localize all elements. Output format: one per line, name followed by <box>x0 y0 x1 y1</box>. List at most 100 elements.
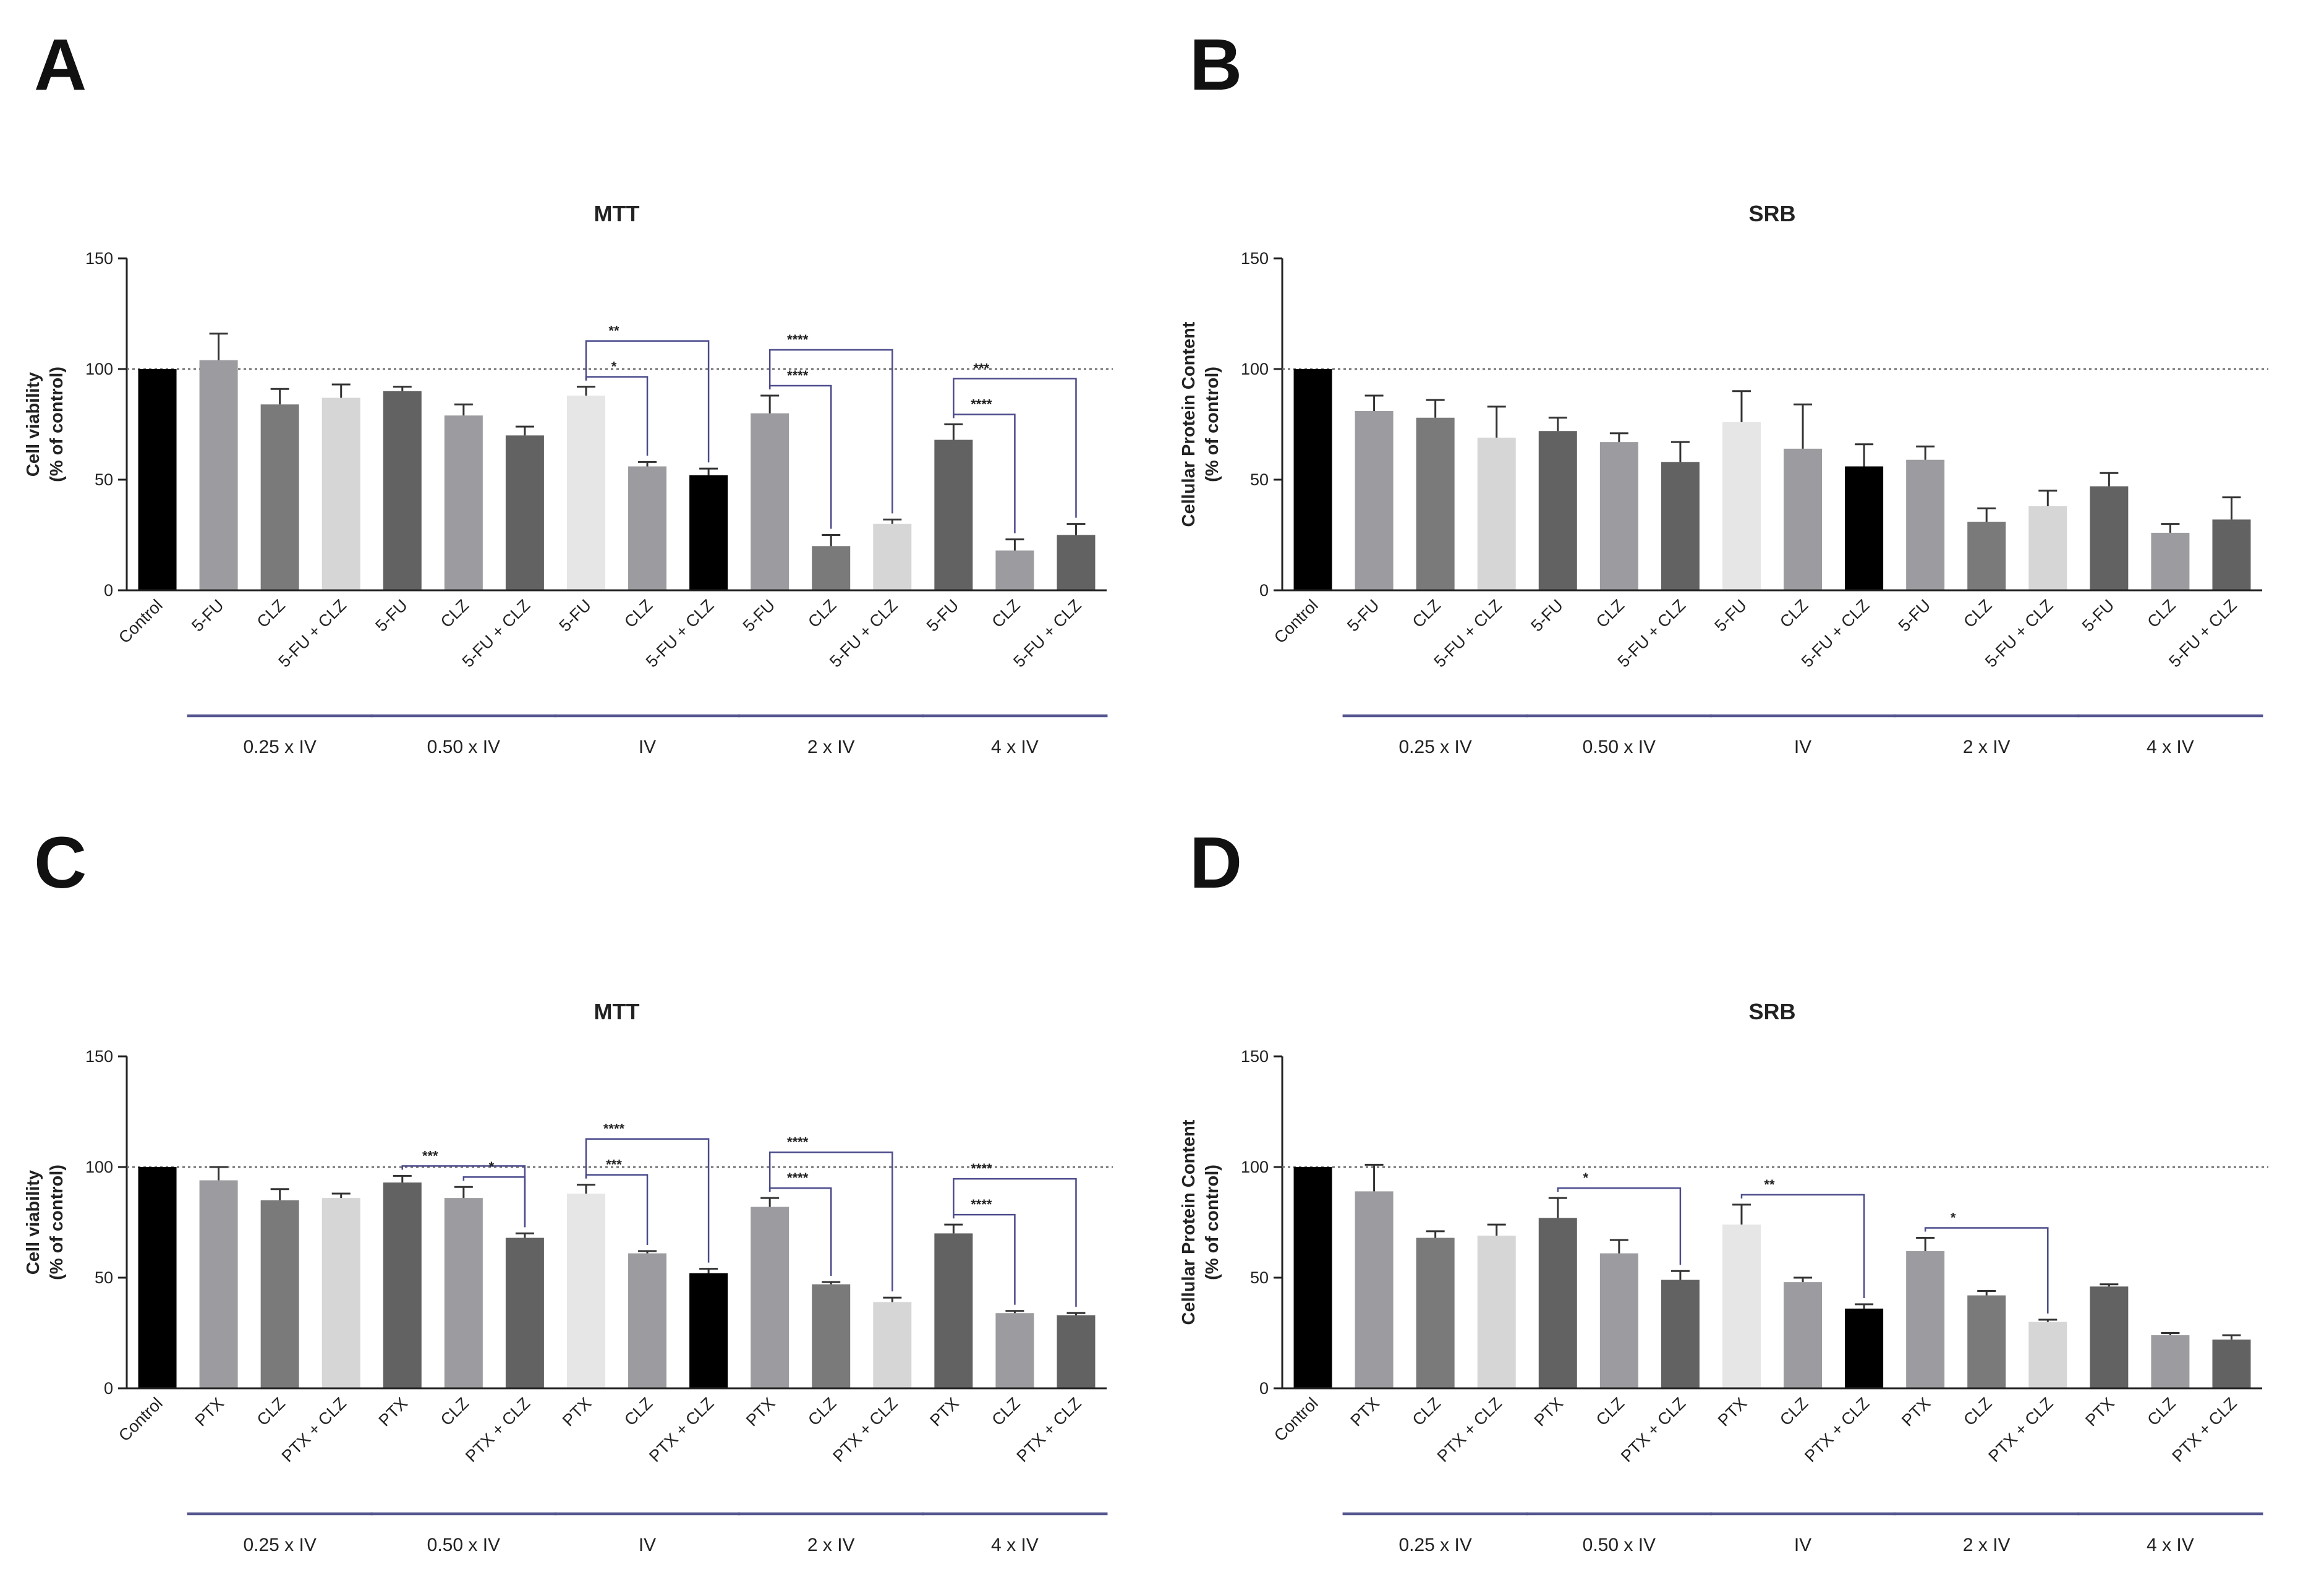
bar <box>751 413 789 590</box>
bar <box>1722 1225 1761 1388</box>
bar <box>1967 522 2006 590</box>
bar <box>444 415 483 590</box>
significance-label: * <box>611 359 617 375</box>
group-label: 2 x IV <box>1963 737 2011 757</box>
bar <box>873 524 912 590</box>
bar <box>1057 1315 1096 1388</box>
y-tick-label: 50 <box>1250 1268 1269 1287</box>
y-tick-label: 0 <box>1259 1379 1269 1398</box>
bar <box>321 397 360 590</box>
x-tick-label: PTX + CLZ <box>278 1394 350 1466</box>
y-axis-label: Cell viability <box>23 1170 43 1275</box>
x-tick-label: 5-FU <box>1711 596 1751 635</box>
panel-c: C MTT Cell viability (% of control) 0 50 100 15… <box>0 798 1156 1596</box>
significance-bracket <box>585 1138 710 1263</box>
significance-label: ** <box>1764 1177 1775 1192</box>
significance-label: **** <box>971 1161 992 1176</box>
y-tick-label: 0 <box>104 1379 113 1398</box>
significance-label: ** <box>608 323 619 339</box>
x-tick-label: CLZ <box>1593 1394 1628 1429</box>
significance-label: **** <box>971 397 992 412</box>
y-axis-label: Cellular Protein Content <box>1179 1119 1199 1325</box>
significance-bracket <box>585 340 710 463</box>
significance-bracket <box>953 378 1077 518</box>
bar <box>260 404 299 590</box>
significance-label: * <box>489 1159 495 1174</box>
x-tick-label: PTX <box>375 1394 411 1430</box>
x-tick-label: PTX + CLZ <box>829 1394 901 1466</box>
bar <box>1599 1253 1638 1388</box>
chart-svg: A MTT Cell viability (% of control) 0 50 100 15… <box>23 24 1113 757</box>
bar <box>1293 369 1332 590</box>
bar <box>1293 1167 1332 1388</box>
x-tick-label: PTX <box>926 1394 962 1430</box>
panel-d: D SRB Cellular Protein Content (% of contro… <box>1156 798 2311 1596</box>
bar <box>566 1193 605 1388</box>
bar <box>1784 1282 1823 1388</box>
x-tick-label: PTX + CLZ <box>462 1394 534 1466</box>
bar <box>934 439 973 590</box>
x-tick-label: CLZ <box>2143 1394 2179 1429</box>
group-label: 2 x IV <box>807 737 855 757</box>
significance-bracket <box>1557 1187 1682 1265</box>
bar <box>689 1273 728 1388</box>
significance-bracket <box>462 1176 526 1228</box>
x-tick-label: CLZ <box>437 1394 472 1429</box>
x-tick-label: 5-FU <box>188 596 228 635</box>
x-tick-label: PTX + CLZ <box>1434 1394 1505 1466</box>
panel-b: B SRB Cellular Protein Content (% of contro… <box>1156 0 2311 798</box>
group-label: IV <box>639 1535 656 1555</box>
bar <box>995 550 1034 590</box>
x-tick-label: CLZ <box>804 596 840 631</box>
group-label: 2 x IV <box>807 1535 855 1555</box>
x-tick-label: CLZ <box>621 1394 656 1429</box>
panel-letter: A <box>34 24 87 106</box>
bar <box>2151 1335 2190 1388</box>
bar <box>138 1167 177 1388</box>
bar <box>995 1313 1034 1388</box>
x-tick-label: Control <box>115 596 166 647</box>
x-tick-label: CLZ <box>1776 1394 1811 1429</box>
significance-label: **** <box>971 1197 992 1212</box>
group-label: IV <box>1794 1535 1811 1555</box>
y-tick-label: 100 <box>85 360 113 378</box>
bar <box>689 475 728 590</box>
bar <box>1477 1235 1516 1388</box>
significance-label: * <box>1951 1210 1956 1226</box>
panel-letter: D <box>1190 822 1242 904</box>
group-label: 2 x IV <box>1963 1535 2011 1555</box>
significance-label: **** <box>787 332 809 347</box>
bar <box>2212 1339 2251 1388</box>
group-label: 4 x IV <box>991 737 1039 757</box>
x-tick-label: Control <box>1270 596 1322 647</box>
group-label: 0.50 x IV <box>1583 737 1656 757</box>
y-axis-label-unit: (% of control) <box>1202 1165 1222 1280</box>
bar <box>260 1200 299 1388</box>
significance-label: *** <box>606 1157 622 1173</box>
x-tick-label: 5-FU <box>2079 596 2118 635</box>
x-tick-label: Control <box>115 1394 166 1445</box>
x-tick-label: PTX <box>1898 1394 1934 1430</box>
bar <box>934 1233 973 1388</box>
bar <box>199 360 238 590</box>
bar <box>1661 462 1700 590</box>
bar <box>2028 506 2067 590</box>
x-tick-label: CLZ <box>1409 1394 1444 1429</box>
bar <box>1661 1280 1700 1388</box>
bar <box>383 391 422 590</box>
significance-bracket <box>1740 1194 1865 1298</box>
x-tick-label: 5-FU <box>739 596 779 635</box>
bar <box>505 1237 544 1388</box>
significance-bracket <box>768 349 893 514</box>
bar <box>1416 417 1455 590</box>
bar <box>1477 437 1516 590</box>
x-tick-label: CLZ <box>804 1394 840 1429</box>
group-label: IV <box>1794 737 1811 757</box>
y-tick-label: 100 <box>85 1158 113 1176</box>
x-tick-label: PTX <box>191 1394 227 1430</box>
significance-label: *** <box>974 361 990 376</box>
y-tick-label: 50 <box>95 1268 113 1287</box>
bar <box>1784 448 1823 590</box>
significance-label: * <box>1583 1170 1589 1186</box>
x-tick-label: 5-FU <box>556 596 595 635</box>
